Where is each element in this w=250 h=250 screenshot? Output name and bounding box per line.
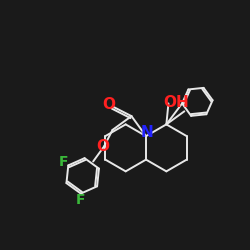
Text: F: F bbox=[58, 155, 68, 169]
Text: F: F bbox=[76, 193, 85, 207]
Text: N: N bbox=[141, 125, 154, 140]
Text: OH: OH bbox=[164, 95, 189, 110]
Text: O: O bbox=[102, 96, 116, 112]
Text: O: O bbox=[96, 139, 109, 154]
